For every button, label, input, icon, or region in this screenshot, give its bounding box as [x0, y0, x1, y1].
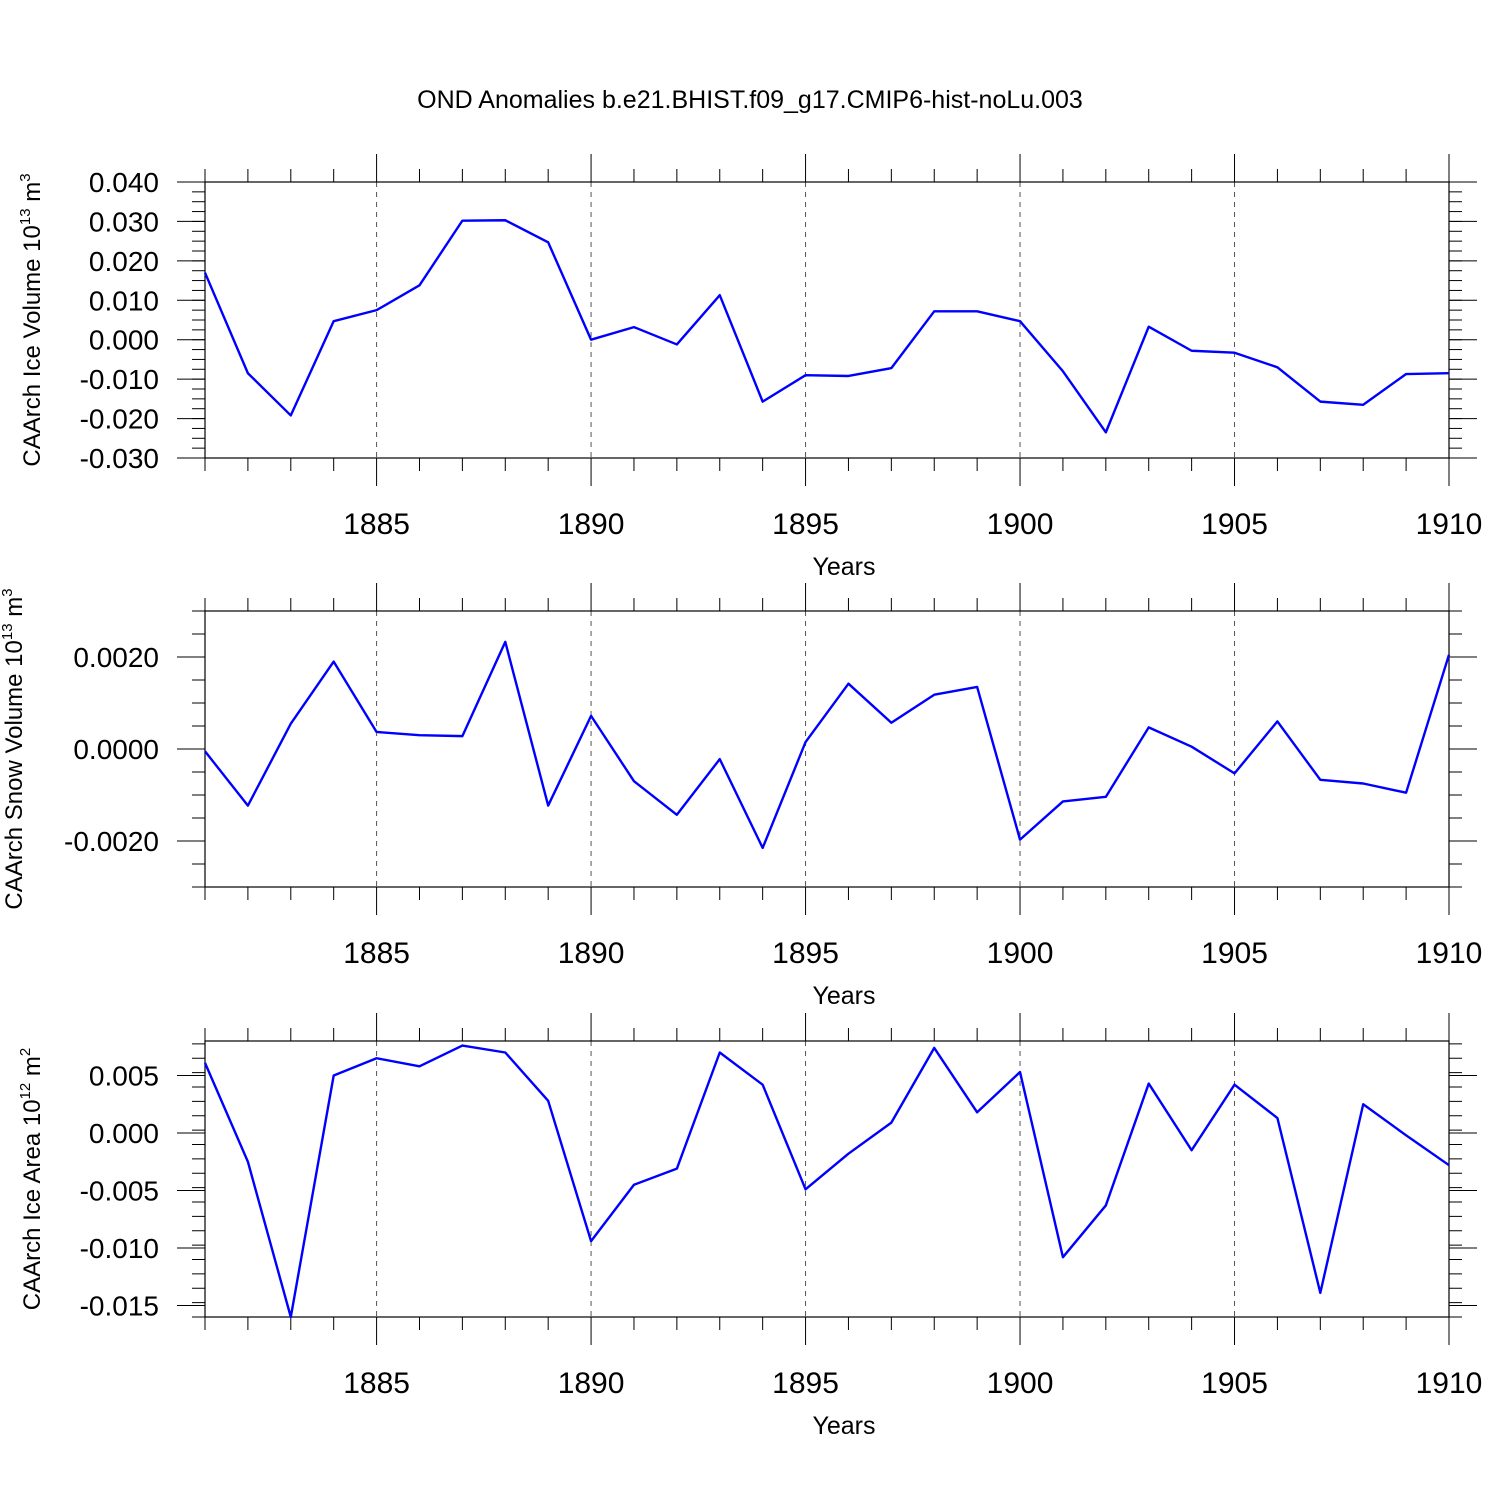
y-tick-label: -0.020 — [80, 404, 159, 435]
y-axis-label-superscript: 12 — [17, 1083, 34, 1100]
x-tick-label: 1900 — [987, 1367, 1054, 1400]
y-axis-label: CAArch Ice Area 1012 m2 — [17, 1048, 46, 1310]
y-axis-label-part: CAArch Snow Volume 10 — [1, 640, 28, 909]
y-axis-label: CAArch Ice Volume 1013 m3 — [17, 173, 46, 466]
y-tick-label: 0.020 — [89, 246, 159, 277]
x-tick-label: 1910 — [1416, 937, 1483, 970]
x-tick-label: 1905 — [1201, 508, 1268, 541]
y-axis-label-part: m — [19, 1056, 46, 1083]
x-tick-label: 1885 — [343, 937, 410, 970]
series-line-ice-area — [203, 1044, 1450, 1319]
y-axis-label-superscript: 3 — [17, 173, 34, 181]
panel-snow-volume: -0.0020 0.0000 0.0020 1885 1890 1895 1900 1905 1… — [0, 583, 1482, 1010]
y-tick-label: -0.010 — [80, 364, 159, 395]
y-axis-label-superscript: 13 — [17, 208, 34, 225]
x-tick-label: 1885 — [343, 508, 410, 541]
plot-frame — [204, 181, 1450, 459]
x-axis-label: Years — [812, 553, 875, 581]
y-axis-label-part: CAArch Ice Area 10 — [19, 1099, 46, 1310]
panel-ice-volume: -0.030 -0.020 -0.010 0.000 0.010 0.020 0.030 0.… — [17, 154, 1482, 581]
x-tick-label: 1895 — [772, 508, 839, 541]
y-tick-label: 0.040 — [89, 167, 159, 198]
y-tick-label: 0.005 — [89, 1061, 159, 1092]
y-tick-label: -0.030 — [80, 443, 159, 474]
y-tick-label: 0.0020 — [73, 642, 159, 673]
y-axis-label-superscript: 3 — [0, 588, 16, 596]
chart-title: OND Anomalies b.e21.BHIST.f09_g17.CMIP6-… — [417, 86, 1083, 114]
y-tick-label: 0.000 — [89, 325, 159, 356]
x-axis-label: Years — [812, 1412, 875, 1440]
y-tick-label: -0.0020 — [64, 826, 159, 857]
x-tick-label: 1890 — [558, 937, 625, 970]
x-tick-label: 1885 — [343, 1367, 410, 1400]
x-tick-label: 1890 — [558, 1367, 625, 1400]
y-axis-label-superscript: 2 — [17, 1048, 34, 1056]
y-tick-label: -0.005 — [80, 1176, 159, 1207]
y-tick-label: -0.015 — [80, 1291, 159, 1322]
x-tick-label: 1895 — [772, 1367, 839, 1400]
x-tick-label: 1905 — [1201, 1367, 1268, 1400]
chart-panels: -0.030 -0.020 -0.010 0.000 0.010 0.020 0.030 0.… — [0, 154, 1482, 1440]
plot-frame — [204, 610, 1450, 888]
y-tick-label: 0.0000 — [73, 734, 159, 765]
x-tick-label: 1905 — [1201, 937, 1268, 970]
series-line-snow-volume — [204, 640, 1451, 850]
y-axis-label-part: m — [19, 182, 46, 209]
y-axis-label: CAArch Snow Volume 1013 m3 — [0, 588, 28, 909]
plot-frame — [204, 1040, 1450, 1318]
x-tick-label: 1910 — [1416, 508, 1483, 541]
x-tick-label: 1900 — [987, 508, 1054, 541]
y-axis-label-part: m — [1, 597, 28, 624]
x-tick-label: 1900 — [987, 937, 1054, 970]
y-tick-label: 0.000 — [89, 1118, 159, 1149]
y-axis-label-superscript: 13 — [0, 623, 16, 640]
x-tick-label: 1890 — [558, 508, 625, 541]
panel-ice-area: -0.015 -0.010 -0.005 0.000 0.005 1885 1890 1895… — [17, 1013, 1482, 1440]
y-tick-label: -0.010 — [80, 1233, 159, 1264]
x-tick-label: 1910 — [1416, 1367, 1483, 1400]
y-tick-label: 0.030 — [89, 206, 159, 237]
x-axis-label: Years — [812, 982, 875, 1010]
x-tick-label: 1895 — [772, 937, 839, 970]
y-axis-label-part: CAArch Ice Volume 10 — [19, 225, 46, 466]
series-line-ice-volume — [203, 219, 1450, 434]
y-tick-label: 0.010 — [89, 285, 159, 316]
